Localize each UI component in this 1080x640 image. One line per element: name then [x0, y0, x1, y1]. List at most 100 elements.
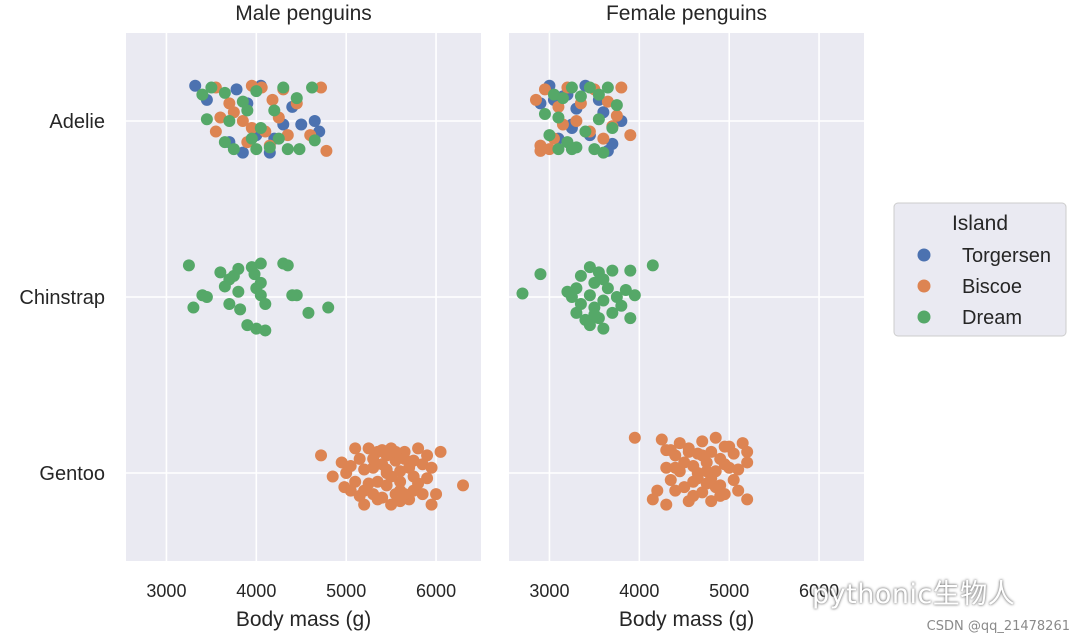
data-point-dream	[187, 301, 200, 314]
data-point-dream	[570, 282, 583, 295]
data-point-dream	[606, 264, 619, 277]
legend-label-dream: Dream	[962, 307, 1022, 329]
data-point-biscoe	[687, 475, 700, 488]
x-tick-label: 3000	[146, 581, 186, 601]
data-point-dream	[322, 301, 335, 314]
data-point-dream	[290, 92, 303, 105]
data-point-dream	[254, 257, 267, 270]
data-point-biscoe	[741, 493, 754, 506]
x-tick-label: 4000	[236, 581, 276, 601]
data-point-dream	[570, 306, 583, 319]
data-point-dream	[281, 143, 294, 156]
data-point-dream	[259, 324, 272, 337]
data-point-biscoe	[353, 452, 366, 465]
data-point-biscoe	[457, 479, 470, 492]
data-point-torgersen	[189, 79, 202, 92]
x-tick-label: 5000	[709, 581, 749, 601]
data-point-dream	[610, 99, 623, 112]
data-point-dream	[547, 88, 560, 101]
data-point-biscoe	[362, 442, 375, 455]
panel-title: Female penguins	[606, 2, 767, 25]
data-point-dream	[597, 322, 610, 335]
data-point-biscoe	[425, 498, 438, 511]
data-point-dream	[277, 81, 290, 94]
data-point-biscoe	[655, 433, 668, 446]
data-point-biscoe	[538, 83, 551, 96]
data-point-biscoe	[741, 456, 754, 469]
panel-title: Male penguins	[235, 2, 372, 25]
data-point-biscoe	[597, 132, 610, 145]
legend-box	[893, 202, 1067, 337]
data-point-biscoe	[709, 431, 722, 444]
data-point-dream	[263, 141, 276, 154]
data-point-biscoe	[385, 498, 398, 511]
data-point-biscoe	[353, 489, 366, 502]
data-point-dream	[624, 312, 637, 325]
data-point-dream	[250, 143, 263, 156]
data-point-dream	[628, 289, 641, 302]
data-point-biscoe	[615, 81, 628, 94]
y-tick-label: Adelie	[49, 111, 105, 133]
data-point-biscoe	[687, 489, 700, 502]
data-point-dream	[272, 132, 285, 145]
legend-marker-biscoe	[917, 279, 931, 293]
data-point-biscoe	[266, 93, 279, 106]
data-point-dream	[245, 132, 258, 145]
data-point-biscoe	[682, 445, 695, 458]
data-point-biscoe	[398, 452, 411, 465]
data-point-biscoe	[209, 125, 222, 138]
data-point-biscoe	[696, 435, 709, 448]
data-point-biscoe	[358, 463, 371, 476]
data-point-biscoe	[430, 488, 443, 501]
data-point-biscoe	[651, 484, 664, 497]
data-point-dream	[200, 291, 213, 303]
data-point-biscoe	[669, 484, 682, 497]
data-point-dream	[583, 81, 596, 94]
data-point-biscoe	[367, 461, 380, 474]
data-point-biscoe	[741, 445, 754, 458]
data-point-dream	[538, 107, 551, 120]
data-point-dream	[588, 143, 601, 156]
data-point-biscoe	[416, 488, 429, 501]
x-tick-label: 3000	[529, 581, 569, 601]
data-point-biscoe	[705, 495, 718, 508]
data-point-biscoe	[394, 465, 407, 478]
data-point-biscoe	[281, 129, 294, 142]
data-point-dream	[556, 92, 569, 105]
data-point-biscoe	[732, 484, 745, 497]
data-point-dream	[214, 266, 227, 279]
data-point-biscoe	[349, 475, 362, 488]
data-point-dream	[579, 125, 592, 138]
data-point-biscoe	[705, 472, 718, 485]
data-point-biscoe	[371, 475, 384, 488]
data-point-biscoe	[214, 111, 227, 124]
data-point-dream	[306, 81, 319, 94]
data-point-dream	[232, 262, 245, 275]
data-point-biscoe	[236, 115, 249, 127]
data-point-torgersen	[308, 115, 321, 127]
watermark-text: pythonic生物人	[812, 579, 1016, 610]
data-point-biscoe	[534, 144, 547, 157]
data-point-dream	[308, 134, 321, 147]
data-point-biscoe	[696, 449, 709, 462]
watermark-credit: CSDN @qq_21478261	[926, 619, 1070, 634]
data-point-dream	[281, 259, 294, 272]
data-point-biscoe	[380, 449, 393, 462]
legend-label-biscoe: Biscoe	[962, 276, 1022, 298]
data-point-dream	[588, 276, 601, 289]
data-point-dream	[248, 268, 261, 281]
data-point-dream	[234, 303, 247, 316]
data-point-biscoe	[326, 470, 339, 483]
data-point-biscoe	[407, 454, 420, 467]
data-point-dream	[552, 143, 565, 156]
data-point-dream	[196, 88, 209, 101]
legend-marker-dream	[917, 310, 931, 324]
y-tick-label: Chinstrap	[19, 287, 105, 309]
data-point-torgersen	[295, 118, 308, 131]
data-point-biscoe	[380, 463, 393, 476]
data-point-dream	[583, 319, 596, 332]
data-point-dream	[588, 308, 601, 321]
data-point-dream	[182, 259, 195, 272]
x-tick-label: 4000	[619, 581, 659, 601]
